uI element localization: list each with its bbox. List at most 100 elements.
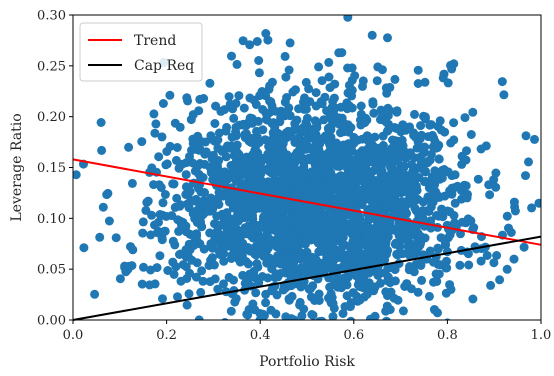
- scatter-point: [324, 139, 334, 149]
- scatter-point: [388, 135, 397, 145]
- scatter-point: [325, 168, 335, 178]
- scatter-point: [248, 150, 258, 160]
- scatter-point: [226, 306, 236, 316]
- scatter-point: [222, 223, 232, 233]
- scatter-point: [302, 208, 312, 218]
- scatter-point: [325, 83, 335, 93]
- scatter-point: [413, 65, 423, 75]
- scatter-point: [447, 187, 457, 197]
- scatter-point: [158, 198, 168, 208]
- scatter-point: [253, 156, 263, 166]
- scatter-point: [216, 106, 226, 116]
- scatter-point: [332, 161, 342, 171]
- scatter-point: [194, 197, 204, 207]
- scatter-point: [414, 242, 424, 252]
- scatter-point: [348, 236, 358, 246]
- scatter-point: [383, 264, 393, 273]
- scatter-point: [141, 205, 151, 215]
- scatter-point: [375, 278, 385, 288]
- scatter-point: [314, 289, 324, 299]
- scatter-point: [295, 218, 305, 228]
- scatter-point: [317, 164, 327, 174]
- scatter-point: [328, 312, 338, 320]
- scatter-point: [341, 171, 351, 181]
- y-tick-label: 0.25: [37, 59, 66, 74]
- scatter-point: [390, 239, 400, 249]
- scatter-point: [296, 282, 306, 292]
- scatter-point: [321, 153, 331, 163]
- scatter-point: [314, 62, 324, 72]
- scatter-point: [403, 196, 413, 206]
- scatter-point: [223, 215, 233, 224]
- scatter-point: [381, 83, 391, 93]
- scatter-point: [258, 309, 268, 319]
- scatter-point: [173, 292, 182, 302]
- scatter-point: [434, 269, 444, 279]
- scatter-point: [277, 198, 287, 208]
- scatter-point: [225, 99, 235, 109]
- scatter-point: [291, 85, 300, 95]
- scatter-point: [443, 233, 453, 243]
- scatter-point: [183, 96, 193, 106]
- scatter-point: [374, 145, 384, 155]
- scatter-point: [266, 97, 276, 107]
- scatter-point: [413, 137, 423, 147]
- scatter-point: [191, 272, 201, 282]
- scatter-point: [342, 250, 352, 260]
- scatter-point: [241, 129, 251, 138]
- scatter-point: [245, 93, 255, 103]
- scatter-point: [160, 226, 169, 236]
- scatter-point: [443, 78, 453, 88]
- x-tick-label: 0.6: [343, 328, 364, 343]
- scatter-point: [278, 164, 288, 174]
- scatter-point: [230, 297, 240, 307]
- scatter-point: [265, 81, 275, 91]
- scatter-point: [439, 165, 449, 174]
- scatter-point: [155, 251, 165, 261]
- scatter-point: [334, 48, 344, 58]
- scatter-point: [176, 276, 186, 286]
- legend-label-cap-req: Cap Req: [134, 58, 194, 74]
- scatter-point: [491, 168, 501, 178]
- scatter-point: [149, 109, 159, 119]
- scatter-point: [375, 6, 384, 15]
- scatter-point: [261, 298, 271, 308]
- scatter-point: [324, 72, 334, 82]
- scatter-point: [158, 294, 167, 304]
- scatter-point: [310, 181, 320, 191]
- scatter-point: [440, 127, 450, 137]
- scatter-point: [320, 92, 330, 102]
- scatter-point: [351, 156, 361, 166]
- scatter-point: [313, 238, 323, 248]
- scatter-point: [405, 262, 415, 271]
- scatter-point: [417, 321, 426, 330]
- scatter-point: [357, 200, 367, 210]
- y-tick-label: 0.00: [37, 314, 66, 329]
- scatter-point: [360, 249, 370, 259]
- scatter-point: [366, 314, 375, 320]
- scatter-point: [187, 255, 197, 265]
- scatter-point: [232, 59, 242, 69]
- scatter-point: [390, 74, 400, 84]
- scatter-point: [249, 266, 259, 276]
- scatter-point: [265, 164, 275, 174]
- scatter-point: [230, 172, 240, 182]
- scatter-point: [198, 276, 208, 286]
- scatter-point: [169, 179, 179, 189]
- scatter-point: [299, 322, 308, 331]
- scatter-point: [433, 243, 443, 253]
- scatter-point: [181, 227, 191, 237]
- scatter-point: [246, 198, 256, 208]
- scatter-point: [249, 172, 259, 182]
- scatter-point: [234, 216, 243, 226]
- scatter-point: [90, 289, 100, 299]
- scatter-point: [294, 104, 304, 114]
- scatter-point: [391, 189, 401, 199]
- scatter-point: [320, 259, 330, 269]
- scatter-point: [485, 190, 495, 200]
- scatter-point: [258, 125, 268, 135]
- scatter-point: [298, 227, 308, 237]
- y-axis-label: Leverage Ratio: [9, 113, 25, 221]
- scatter-point: [139, 262, 148, 272]
- scatter-point: [400, 205, 410, 215]
